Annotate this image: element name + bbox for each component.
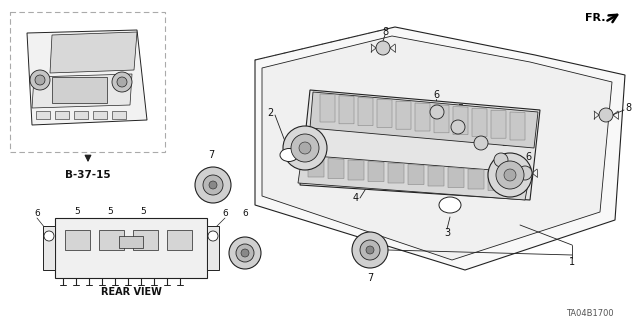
Ellipse shape <box>280 149 298 161</box>
Bar <box>112 111 126 119</box>
Circle shape <box>112 72 132 92</box>
Bar <box>167 230 192 250</box>
Polygon shape <box>510 112 525 140</box>
Circle shape <box>474 136 488 150</box>
Text: 5: 5 <box>501 138 507 148</box>
Polygon shape <box>310 92 538 148</box>
Circle shape <box>283 126 327 170</box>
Text: REAR VIEW: REAR VIEW <box>100 287 161 297</box>
Circle shape <box>209 181 217 189</box>
Text: 7: 7 <box>208 150 214 160</box>
Text: 6: 6 <box>34 210 40 219</box>
Circle shape <box>241 249 249 257</box>
Polygon shape <box>27 30 147 125</box>
Bar <box>52 77 107 103</box>
Polygon shape <box>358 98 373 126</box>
Text: 2: 2 <box>267 108 273 118</box>
Polygon shape <box>255 27 625 270</box>
Circle shape <box>299 142 311 154</box>
Polygon shape <box>408 165 424 184</box>
Circle shape <box>430 105 444 119</box>
Text: TA04B1700: TA04B1700 <box>566 308 614 317</box>
Circle shape <box>451 120 465 134</box>
Circle shape <box>488 153 532 197</box>
Text: 5: 5 <box>457 104 463 114</box>
Polygon shape <box>32 74 132 108</box>
Text: 5: 5 <box>74 207 80 217</box>
Polygon shape <box>328 159 344 179</box>
Circle shape <box>35 75 45 85</box>
Bar <box>99 230 124 250</box>
Circle shape <box>504 169 516 181</box>
Bar <box>207 226 219 270</box>
Circle shape <box>291 134 319 162</box>
Bar <box>65 230 90 250</box>
Circle shape <box>44 231 54 241</box>
Polygon shape <box>434 105 449 133</box>
Text: 5: 5 <box>480 119 486 129</box>
Polygon shape <box>491 110 506 138</box>
Circle shape <box>117 77 127 87</box>
Bar <box>10 12 165 152</box>
Polygon shape <box>298 155 530 200</box>
Polygon shape <box>388 163 404 183</box>
Polygon shape <box>377 100 392 127</box>
Circle shape <box>360 240 380 260</box>
Bar <box>43 226 55 270</box>
Ellipse shape <box>439 197 461 213</box>
Text: FR.: FR. <box>585 13 605 23</box>
Text: 3: 3 <box>444 228 450 238</box>
Circle shape <box>352 232 388 268</box>
Text: 7: 7 <box>367 273 373 283</box>
Polygon shape <box>396 101 411 129</box>
Circle shape <box>494 153 508 167</box>
Polygon shape <box>339 96 354 124</box>
Polygon shape <box>300 90 540 200</box>
Polygon shape <box>488 170 504 190</box>
Circle shape <box>203 175 223 195</box>
Circle shape <box>30 70 50 90</box>
Text: 8: 8 <box>382 27 388 37</box>
Bar <box>74 111 88 119</box>
Text: 5: 5 <box>140 207 146 217</box>
Circle shape <box>195 167 231 203</box>
Circle shape <box>599 108 613 122</box>
Polygon shape <box>428 166 444 186</box>
Polygon shape <box>415 103 430 131</box>
Text: 8: 8 <box>625 103 631 113</box>
Bar <box>119 236 143 248</box>
Text: 5: 5 <box>107 207 113 217</box>
Polygon shape <box>448 167 464 188</box>
Polygon shape <box>320 94 335 122</box>
Text: 1: 1 <box>569 257 575 267</box>
Text: 6: 6 <box>222 210 228 219</box>
Text: 6: 6 <box>525 152 531 162</box>
Polygon shape <box>308 157 324 177</box>
Polygon shape <box>262 36 612 260</box>
Text: 6: 6 <box>242 209 248 218</box>
Bar <box>55 218 207 278</box>
Polygon shape <box>453 107 468 135</box>
Bar <box>36 111 50 119</box>
Polygon shape <box>50 32 137 73</box>
Polygon shape <box>368 161 384 182</box>
Text: 6: 6 <box>433 90 439 100</box>
Circle shape <box>518 166 532 180</box>
Bar <box>93 111 107 119</box>
Bar <box>55 111 69 119</box>
Polygon shape <box>348 160 364 180</box>
Circle shape <box>496 161 524 189</box>
Circle shape <box>236 244 254 262</box>
Polygon shape <box>472 108 487 137</box>
Circle shape <box>366 246 374 254</box>
Polygon shape <box>468 169 484 189</box>
Text: 4: 4 <box>353 193 359 203</box>
Circle shape <box>229 237 261 269</box>
Bar <box>133 230 158 250</box>
Circle shape <box>208 231 218 241</box>
Text: B-37-15: B-37-15 <box>65 170 111 180</box>
Circle shape <box>376 41 390 55</box>
